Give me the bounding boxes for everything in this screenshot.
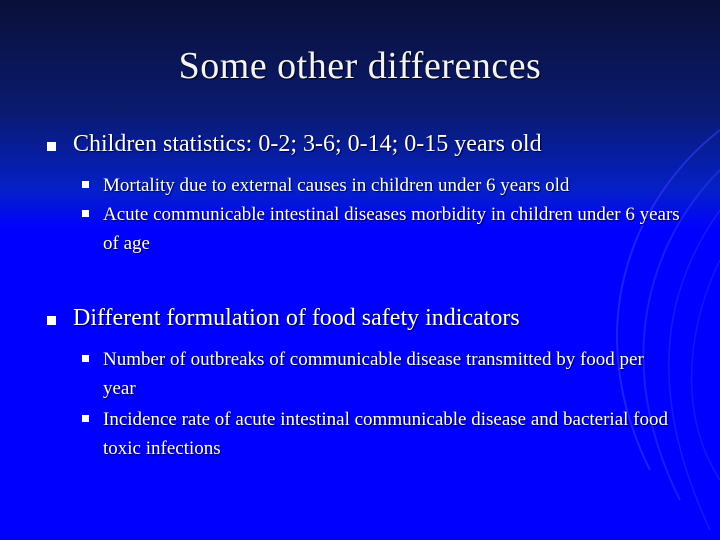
- sub-bullet-square-icon: [82, 415, 89, 422]
- sub-bullet-item: Acute communicable intestinal diseases m…: [103, 204, 680, 254]
- sub-bullet-item: Number of outbreaks of communicable dise…: [103, 349, 644, 399]
- sub-bullet-square-icon: [82, 181, 89, 188]
- sub-bullet-square-icon: [82, 355, 89, 362]
- bullet-square-icon: [47, 142, 56, 151]
- decorative-swirl: [616, 129, 720, 531]
- sub-bullet-item: Incidence rate of acute intestinal commu…: [103, 409, 668, 459]
- sub-bullet-item: Mortality due to external causes in chil…: [103, 175, 570, 196]
- bullet-item: Different formulation of food safety ind…: [73, 305, 520, 331]
- sub-bullet-square-icon: [82, 210, 89, 217]
- bullet-item: Children statistics: 0-2; 3-6; 0-14; 0-1…: [73, 131, 542, 157]
- slide-title: Some other differences: [178, 45, 542, 87]
- bullet-square-icon: [47, 316, 56, 325]
